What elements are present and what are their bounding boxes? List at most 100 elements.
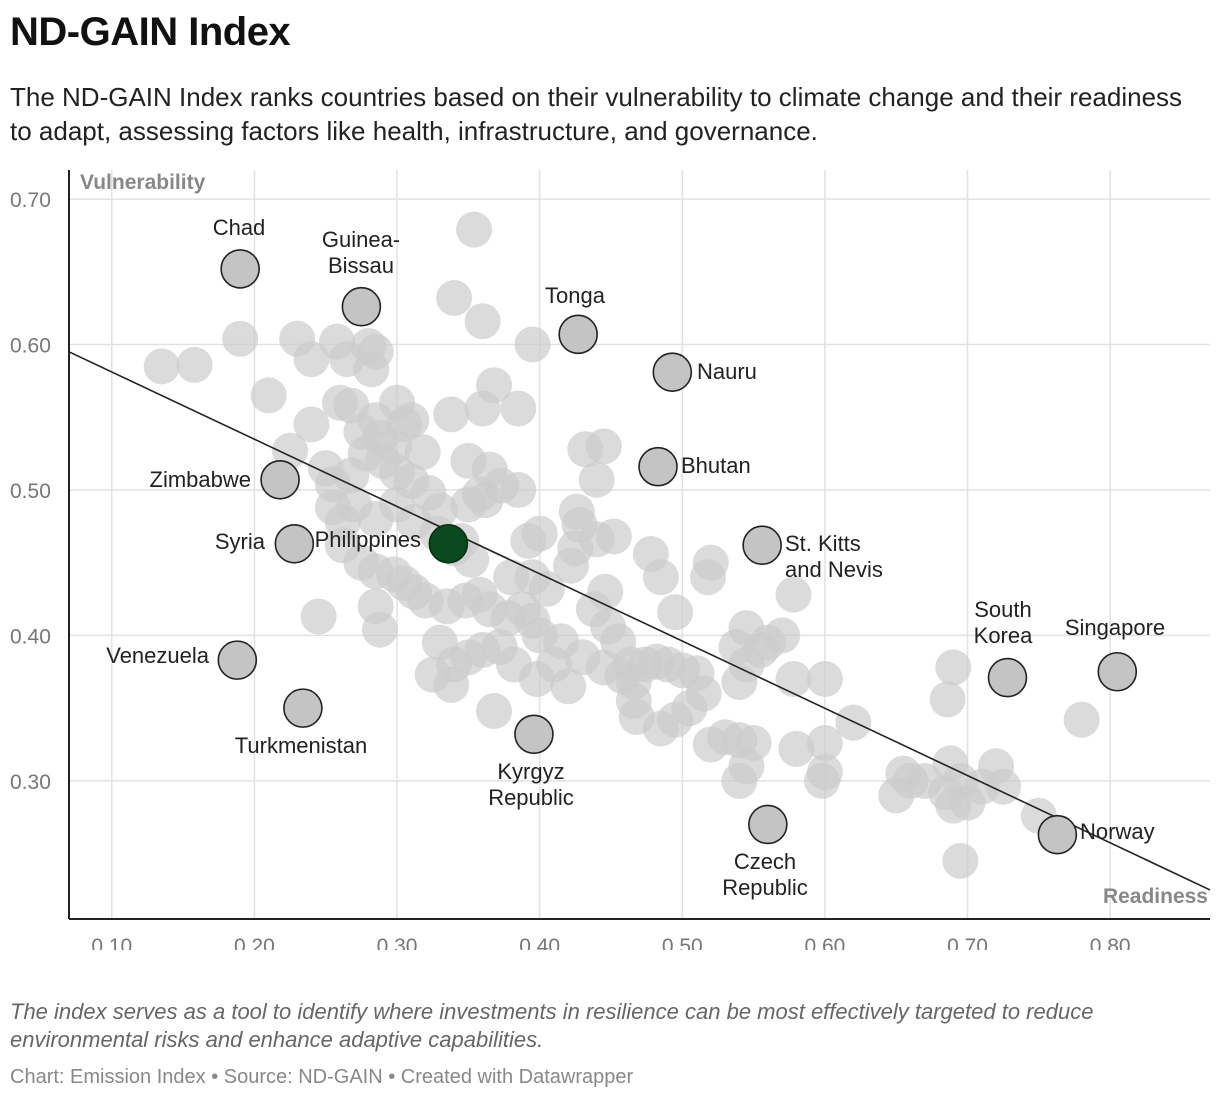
x-tick-label: 0.80 xyxy=(1090,935,1131,950)
point-south-korea[interactable] xyxy=(987,657,1028,698)
data-point[interactable] xyxy=(467,482,504,519)
label-st-kitts-and-nevis: St. Kitts and Nevis xyxy=(785,531,883,582)
data-point[interactable] xyxy=(528,570,565,607)
highlighted-points xyxy=(217,249,1138,855)
data-point[interactable] xyxy=(433,666,470,703)
data-point[interactable] xyxy=(293,406,330,443)
data-point[interactable] xyxy=(456,211,493,248)
data-point[interactable] xyxy=(764,617,801,654)
data-point[interactable] xyxy=(778,730,815,767)
data-point[interactable] xyxy=(929,681,966,718)
data-point[interactable] xyxy=(514,326,551,363)
point-czech-republic[interactable] xyxy=(748,804,788,845)
point-bhutan[interactable] xyxy=(638,446,678,487)
data-point[interactable] xyxy=(518,661,555,698)
chart-footer: Chart: Emission Index • Source: ND-GAIN … xyxy=(10,1066,634,1088)
data-point[interactable] xyxy=(1063,701,1100,738)
data-point[interactable] xyxy=(642,559,679,596)
data-point[interactable] xyxy=(806,661,843,698)
data-point[interactable] xyxy=(775,661,812,698)
data-point[interactable] xyxy=(404,434,441,471)
point-chad[interactable] xyxy=(220,249,260,289)
label-venezuela: Venezuela xyxy=(106,643,210,668)
data-point[interactable] xyxy=(689,559,726,596)
label-bhutan: Bhutan xyxy=(681,453,751,478)
data-point[interactable] xyxy=(143,348,180,385)
data-point[interactable] xyxy=(250,377,287,414)
data-point[interactable] xyxy=(550,668,587,705)
data-point[interactable] xyxy=(590,608,627,645)
data-point[interactable] xyxy=(476,693,513,730)
data-point[interactable] xyxy=(222,320,259,357)
y-axis-label: Vulnerability xyxy=(80,171,206,194)
data-point[interactable] xyxy=(176,346,213,383)
y-tick-label: 0.50 xyxy=(10,480,51,503)
y-tick-label: 0.30 xyxy=(10,771,51,794)
data-point[interactable] xyxy=(464,303,501,340)
point-norway[interactable] xyxy=(1037,814,1078,855)
label-nauru: Nauru xyxy=(697,359,757,384)
data-point[interactable] xyxy=(657,594,694,631)
label-chad: Chad xyxy=(213,215,266,240)
data-point[interactable] xyxy=(393,402,430,439)
point-st-kitts-and-nevis[interactable] xyxy=(742,525,782,566)
point-tonga[interactable] xyxy=(558,314,598,355)
data-point[interactable] xyxy=(985,768,1022,805)
data-point[interactable] xyxy=(558,493,595,530)
x-tick-label: 0.10 xyxy=(91,935,132,950)
data-point[interactable] xyxy=(300,598,337,635)
point-syria[interactable] xyxy=(274,523,315,564)
scatter-chart: 0.70 0.60 0.50 0.40 0.30 0.10 0.20 0.30 0.40 0.5… xyxy=(10,170,1211,950)
x-tick-label: 0.40 xyxy=(519,935,560,950)
chart-subtitle: The ND-GAIN Index ranks countries based … xyxy=(10,82,1183,146)
data-point[interactable] xyxy=(595,518,632,555)
data-point[interactable] xyxy=(436,279,473,316)
point-labels: Chad Guinea-Bissau Tonga Nauru Bhutan Zi… xyxy=(106,215,1165,900)
data-point[interactable] xyxy=(500,390,537,427)
label-south-korea: South Korea xyxy=(974,597,1033,648)
label-czech-republic: Czech Republic xyxy=(722,849,808,900)
point-guinea-bissau[interactable] xyxy=(341,286,382,327)
data-point[interactable] xyxy=(949,784,986,821)
y-tick-labels: 0.70 0.60 0.50 0.40 0.30 xyxy=(10,189,51,794)
y-tick-label: 0.40 xyxy=(10,625,51,648)
data-point[interactable] xyxy=(585,428,622,465)
data-point[interactable] xyxy=(721,762,758,799)
data-point[interactable] xyxy=(353,351,390,388)
label-singapore: Singapore xyxy=(1065,615,1165,640)
x-tick-label: 0.70 xyxy=(947,935,988,950)
data-point[interactable] xyxy=(361,611,398,648)
data-point[interactable] xyxy=(721,663,758,700)
y-tick-label: 0.70 xyxy=(10,189,51,212)
label-kyrgyz-republic: Kyrgyz Republic xyxy=(488,759,574,810)
data-point[interactable] xyxy=(521,515,558,552)
data-point[interactable] xyxy=(293,341,330,378)
data-point[interactable] xyxy=(615,682,652,719)
data-point[interactable] xyxy=(806,754,843,791)
data-point[interactable] xyxy=(464,390,501,427)
x-tick-label: 0.60 xyxy=(804,935,845,950)
data-point[interactable] xyxy=(835,704,872,741)
x-tick-label: 0.50 xyxy=(662,935,703,950)
data-point[interactable] xyxy=(775,576,812,613)
label-syria: Syria xyxy=(215,529,266,554)
point-nauru[interactable] xyxy=(652,352,693,392)
trendline xyxy=(68,351,1211,891)
point-zimbabwe[interactable] xyxy=(260,459,300,500)
point-venezuela[interactable] xyxy=(217,640,258,680)
chart-title: ND-GAIN Index xyxy=(10,10,291,54)
data-point[interactable] xyxy=(942,842,979,879)
data-point[interactable] xyxy=(935,649,972,686)
label-guinea-bissau: Guinea-Bissau xyxy=(322,227,400,278)
x-tick-labels: 0.10 0.20 0.30 0.40 0.50 0.60 0.70 0.80 xyxy=(91,935,1130,950)
data-point[interactable] xyxy=(578,461,615,498)
point-kyrgyz-republic[interactable] xyxy=(514,714,554,755)
point-philippines[interactable] xyxy=(428,523,469,564)
data-point[interactable] xyxy=(806,725,843,762)
background-points xyxy=(143,211,1100,879)
data-point[interactable] xyxy=(500,471,537,508)
label-turkmenistan: Turkmenistan xyxy=(235,733,367,758)
point-turkmenistan[interactable] xyxy=(283,688,323,728)
data-point[interactable] xyxy=(433,396,470,433)
point-singapore[interactable] xyxy=(1097,651,1138,692)
